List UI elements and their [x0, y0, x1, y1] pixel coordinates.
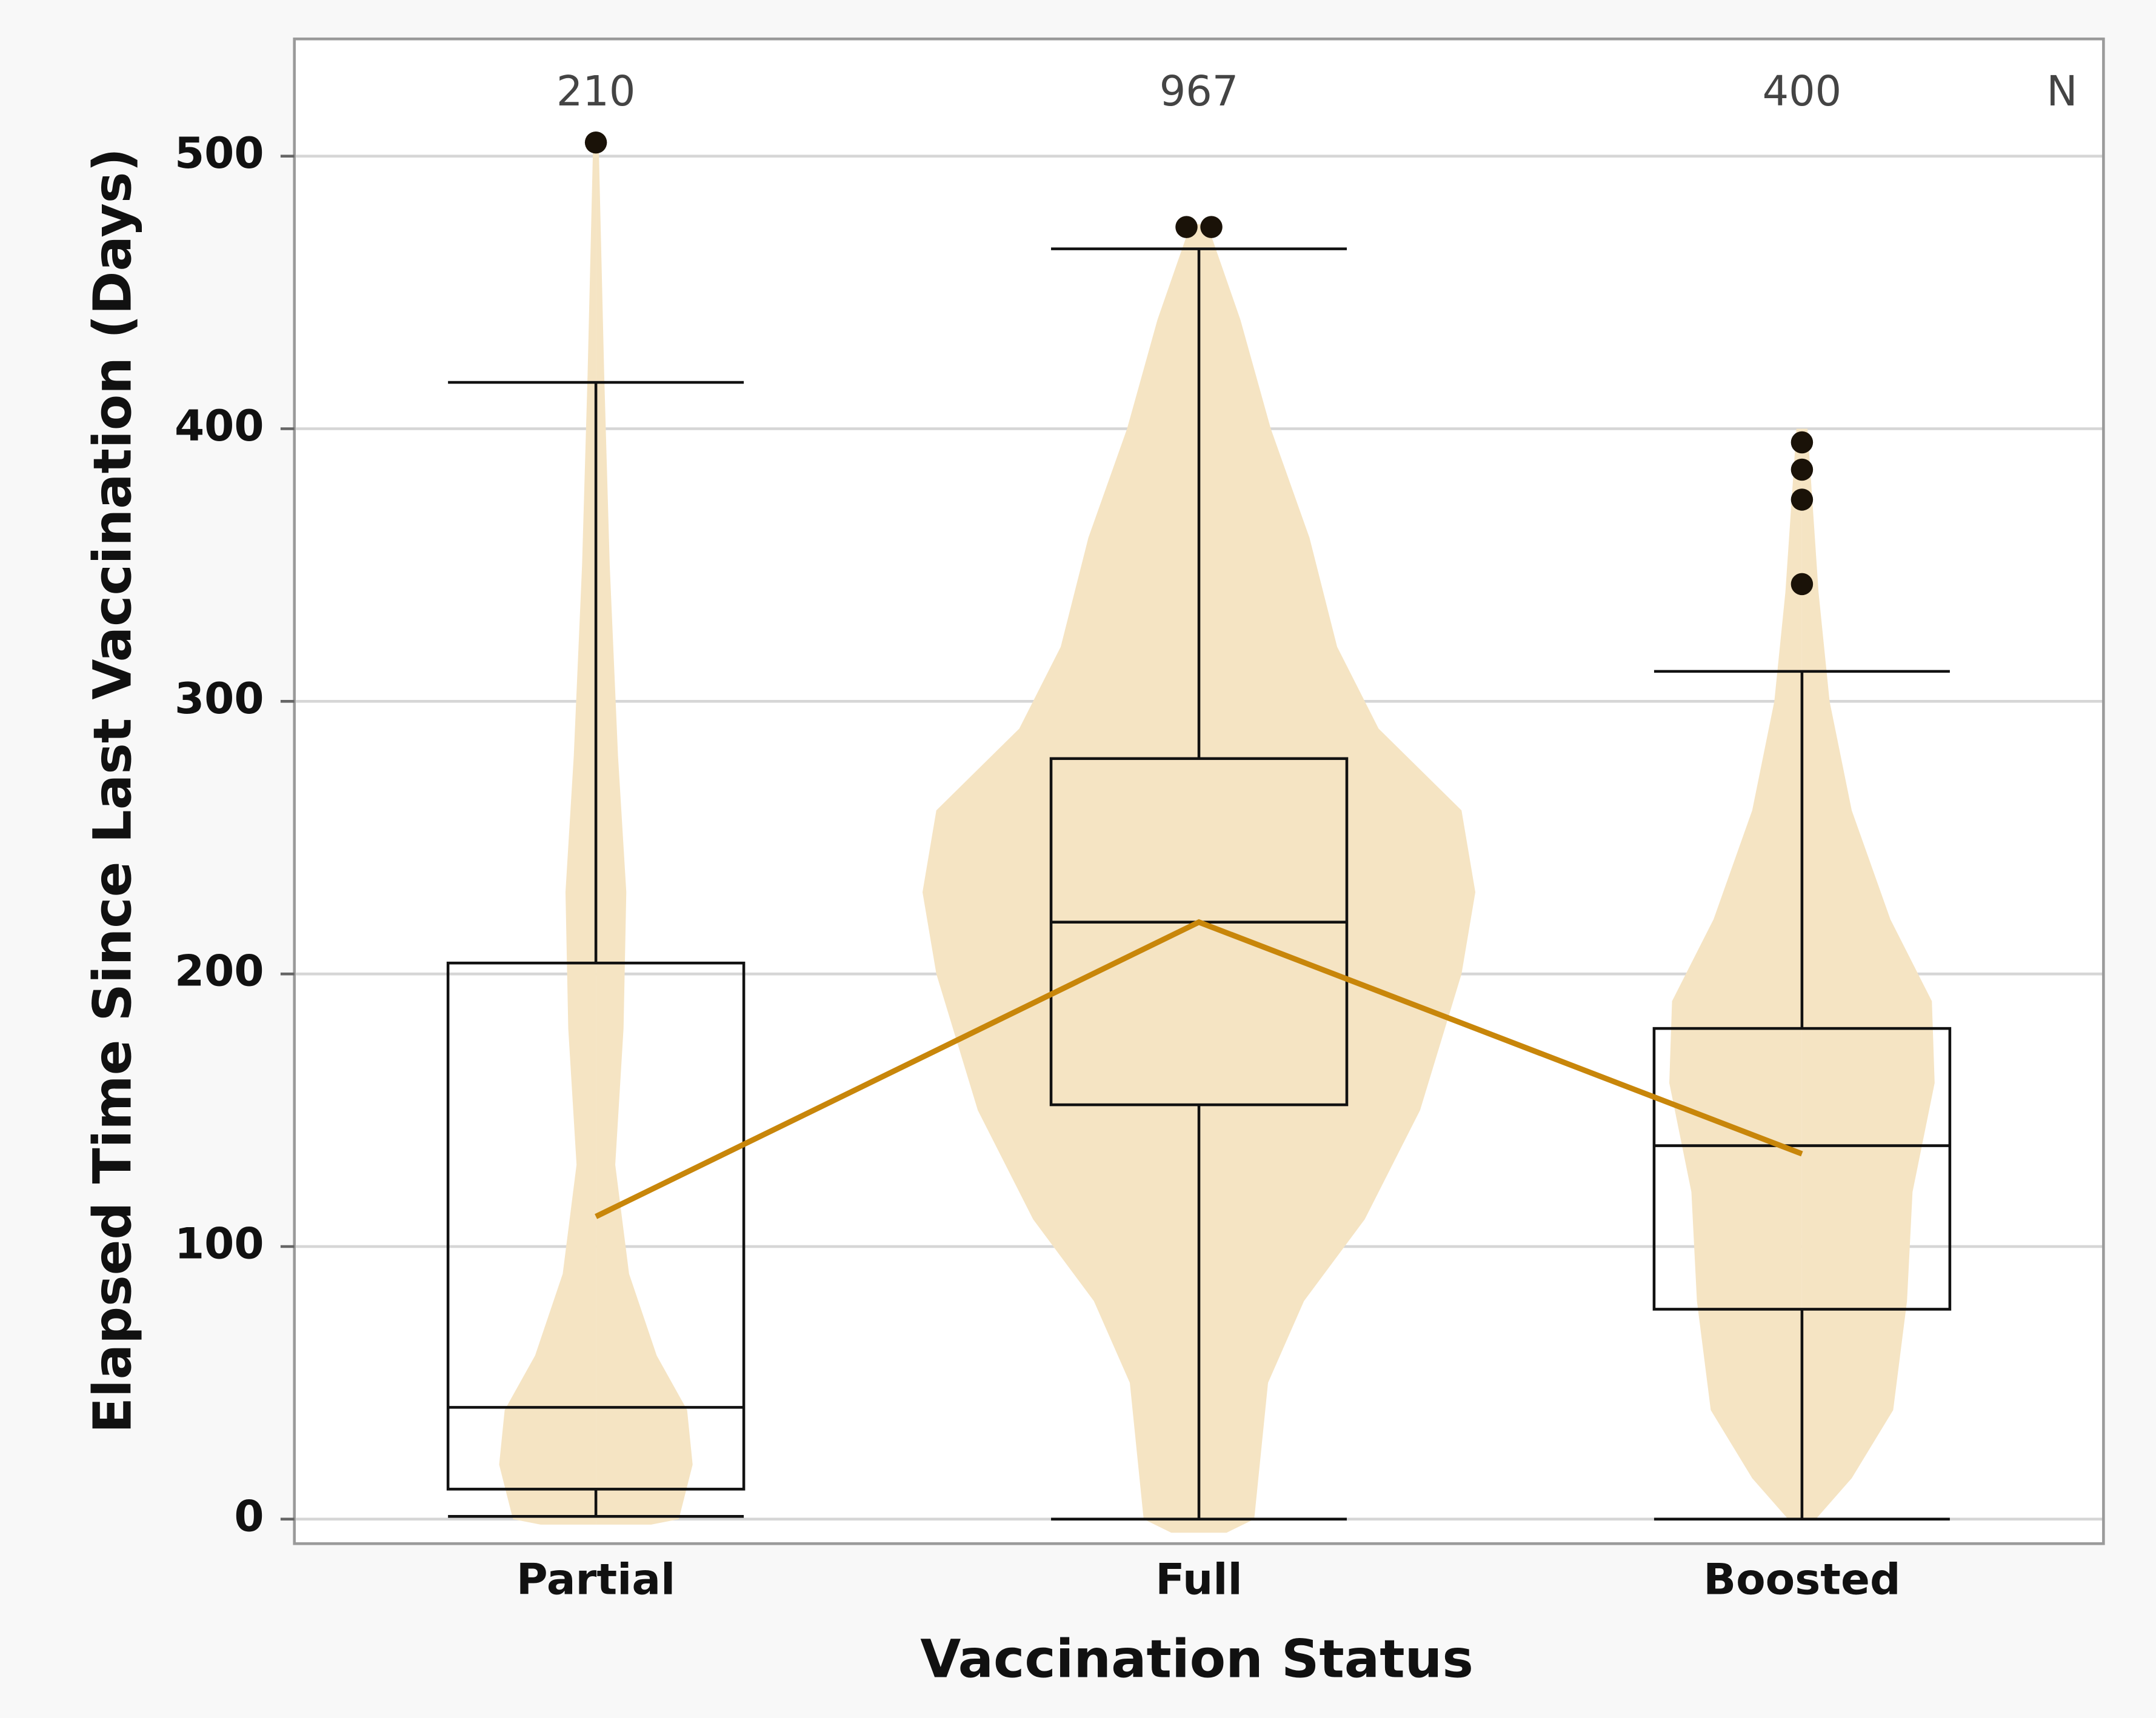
violin — [499, 142, 596, 1525]
violin — [922, 224, 1200, 1533]
n-value: 210 — [556, 68, 636, 116]
box — [446, 961, 746, 1491]
violin — [596, 142, 693, 1525]
y-tick-label: 400 — [175, 401, 264, 451]
violin — [1669, 428, 1802, 1519]
outlier — [1791, 431, 1814, 454]
box — [1049, 757, 1349, 1107]
y-tick-label: 0 — [234, 1491, 264, 1541]
mean-line — [595, 919, 1803, 1219]
y-tick-label: 100 — [175, 1219, 264, 1269]
violin — [1801, 428, 1935, 1519]
y-tick-label: 300 — [175, 673, 264, 724]
y-tick-label: 500 — [175, 128, 264, 178]
x-axis-label: Vaccination Status — [920, 1629, 1473, 1690]
y-tick-label: 200 — [175, 946, 264, 996]
box — [1652, 1027, 1952, 1311]
outlier — [1791, 573, 1814, 596]
y-axis-label: Elapsed Time Since Last Vaccination (Day… — [82, 148, 143, 1433]
x-tick-label: Boosted — [1703, 1554, 1900, 1605]
outlier — [1791, 488, 1814, 511]
violin — [1199, 224, 1476, 1533]
n-value: 967 — [1160, 68, 1239, 116]
n-label: N — [2046, 68, 2077, 116]
outlier — [584, 131, 607, 154]
x-tick-label: Partial — [516, 1554, 675, 1605]
plot-border — [293, 37, 2105, 1545]
outlier — [1791, 458, 1814, 481]
outlier — [1200, 216, 1223, 238]
plot-layer: 210 967 400 — [294, 68, 2104, 1533]
n-value: 400 — [1763, 68, 1842, 116]
outlier — [1175, 216, 1198, 238]
x-tick-label: Full — [1155, 1554, 1243, 1605]
